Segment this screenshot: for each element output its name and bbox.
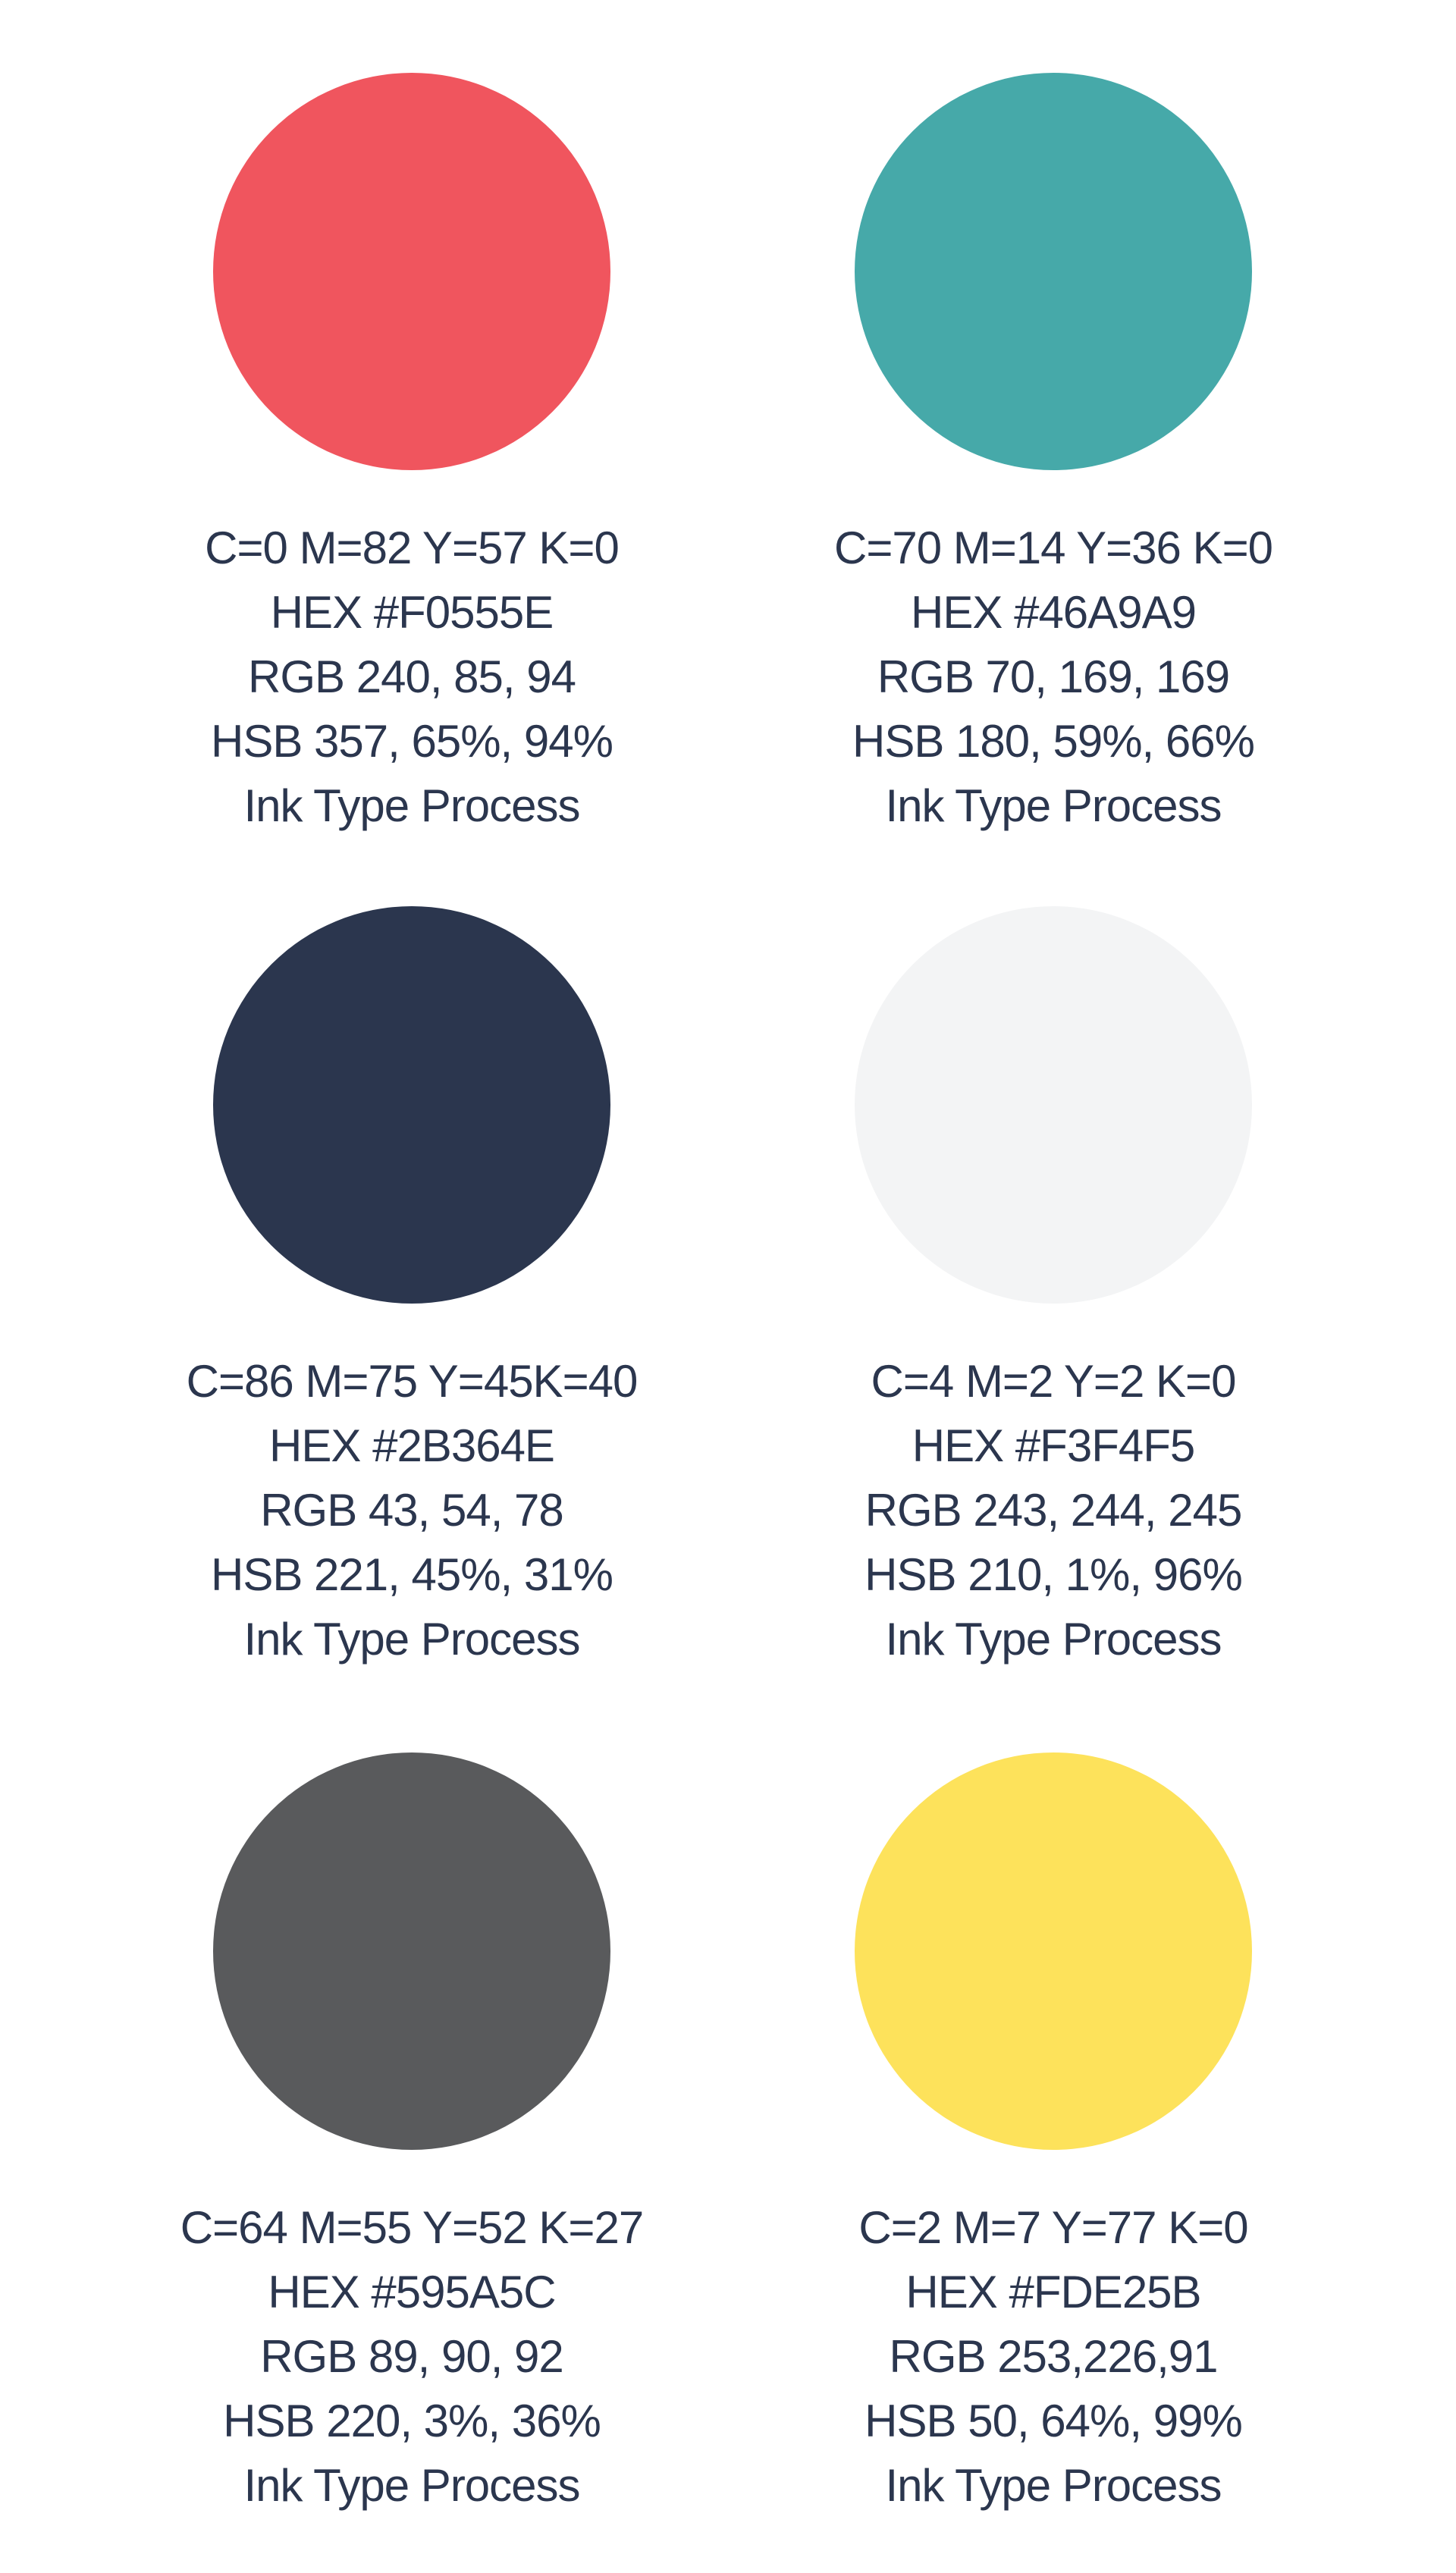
color-circle	[855, 1752, 1252, 2150]
rgb-label: RGB 243, 244, 245	[864, 1485, 1243, 1536]
color-swatch: C=2 M=7 Y=77 K=0 HEX #FDE25B RGB 253,226…	[727, 1752, 1379, 2518]
color-specs: C=86 M=75 Y=45K=40 HEX #2B364E RGB 43, 5…	[86, 1349, 738, 1671]
ink-type-label: Ink Type Process	[885, 780, 1222, 831]
color-circle	[213, 906, 610, 1304]
color-specs: C=0 M=82 Y=57 K=0 HEX #F0555E RGB 240, 8…	[86, 516, 738, 838]
hex-label: HEX #2B364E	[269, 1420, 555, 1471]
ink-type-label: Ink Type Process	[885, 2460, 1222, 2511]
cmyk-label: C=2 M=7 Y=77 K=0	[858, 2202, 1248, 2253]
color-swatch: C=4 M=2 Y=2 K=0 HEX #F3F4F5 RGB 243, 244…	[727, 906, 1379, 1671]
cmyk-label: C=4 M=2 Y=2 K=0	[871, 1356, 1237, 1407]
ink-type-label: Ink Type Process	[243, 1614, 580, 1665]
hsb-label: HSB 220, 3%, 36%	[223, 2396, 601, 2446]
color-circle	[213, 73, 610, 470]
color-specs: C=70 M=14 Y=36 K=0 HEX #46A9A9 RGB 70, 1…	[727, 516, 1379, 838]
ink-type-label: Ink Type Process	[243, 2460, 580, 2511]
color-circle	[855, 906, 1252, 1304]
hex-label: HEX #FDE25B	[905, 2267, 1201, 2317]
color-specs: C=64 M=55 Y=52 K=27 HEX #595A5C RGB 89, …	[86, 2195, 738, 2518]
color-swatch: C=70 M=14 Y=36 K=0 HEX #46A9A9 RGB 70, 1…	[727, 73, 1379, 838]
rgb-label: RGB 240, 85, 94	[248, 651, 576, 702]
color-circle	[855, 73, 1252, 470]
hsb-label: HSB 210, 1%, 96%	[864, 1549, 1243, 1600]
hex-label: HEX #F3F4F5	[912, 1420, 1195, 1471]
hsb-label: HSB 180, 59%, 66%	[852, 716, 1255, 767]
rgb-label: RGB 89, 90, 92	[260, 2331, 564, 2382]
ink-type-label: Ink Type Process	[885, 1614, 1222, 1665]
hex-label: HEX #46A9A9	[911, 587, 1197, 638]
hsb-label: HSB 357, 65%, 94%	[210, 716, 613, 767]
rgb-label: RGB 43, 54, 78	[260, 1485, 564, 1536]
rgb-label: RGB 253,226,91	[889, 2331, 1219, 2382]
hex-label: HEX #595A5C	[268, 2267, 556, 2317]
cmyk-label: C=0 M=82 Y=57 K=0	[205, 522, 620, 573]
cmyk-label: C=86 M=75 Y=45K=40	[186, 1356, 639, 1407]
ink-type-label: Ink Type Process	[243, 780, 580, 831]
color-swatch: C=86 M=75 Y=45K=40 HEX #2B364E RGB 43, 5…	[86, 906, 738, 1671]
rgb-label: RGB 70, 169, 169	[877, 651, 1230, 702]
color-swatch: C=0 M=82 Y=57 K=0 HEX #F0555E RGB 240, 8…	[86, 73, 738, 838]
cmyk-label: C=70 M=14 Y=36 K=0	[833, 522, 1273, 573]
hsb-label: HSB 221, 45%, 31%	[210, 1549, 613, 1600]
hex-label: HEX #F0555E	[270, 587, 554, 638]
cmyk-label: C=64 M=55 Y=52 K=27	[180, 2202, 644, 2253]
color-specs: C=2 M=7 Y=77 K=0 HEX #FDE25B RGB 253,226…	[727, 2195, 1379, 2518]
color-swatch: C=64 M=55 Y=52 K=27 HEX #595A5C RGB 89, …	[86, 1752, 738, 2518]
hsb-label: HSB 50, 64%, 99%	[864, 2396, 1243, 2446]
color-circle	[213, 1752, 610, 2150]
color-specs: C=4 M=2 Y=2 K=0 HEX #F3F4F5 RGB 243, 244…	[727, 1349, 1379, 1671]
